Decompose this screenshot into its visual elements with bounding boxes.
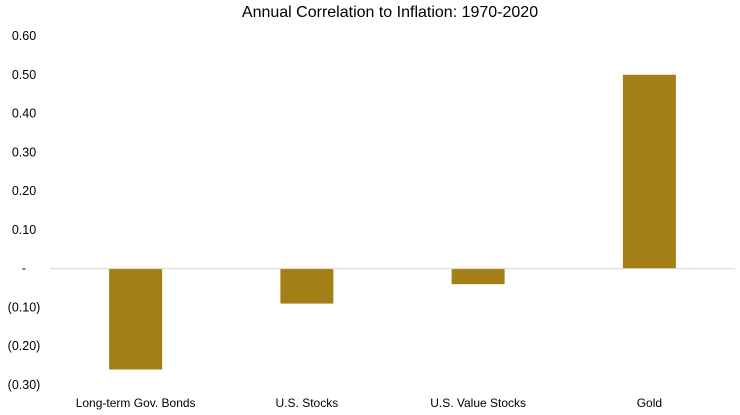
y-tick-label: 0.60 [12,29,36,43]
x-tick-label: Gold [637,396,662,410]
y-tick-label: (0.20) [8,339,41,353]
bar [622,74,676,269]
y-axis-ticks: 0.60 0.50 0.40 0.30 0.20 0.10 - (0.10) (0.20) (0.… [8,29,41,392]
bar [451,268,505,285]
y-tick-label: (0.30) [8,378,41,392]
y-tick-label: (0.10) [8,300,41,314]
y-tick-label: - [22,262,26,276]
y-tick-label: 0.10 [12,223,36,237]
x-tick-label: Long-term Gov. Bonds [76,396,196,410]
x-tick-label: U.S. Stocks [276,396,339,410]
bar [109,268,163,370]
chart-title: Annual Correlation to Inflation: 1970-20… [241,4,539,21]
y-tick-label: 0.50 [12,68,36,82]
bar [280,268,334,304]
bars [109,74,676,370]
x-tick-label: U.S. Value Stocks [430,396,526,410]
y-tick-label: 0.40 [12,107,36,121]
y-tick-label: 0.30 [12,145,36,159]
y-tick-label: 0.20 [12,184,36,198]
x-axis-labels: Long-term Gov. Bonds U.S. Stocks U.S. Valu… [76,396,662,410]
